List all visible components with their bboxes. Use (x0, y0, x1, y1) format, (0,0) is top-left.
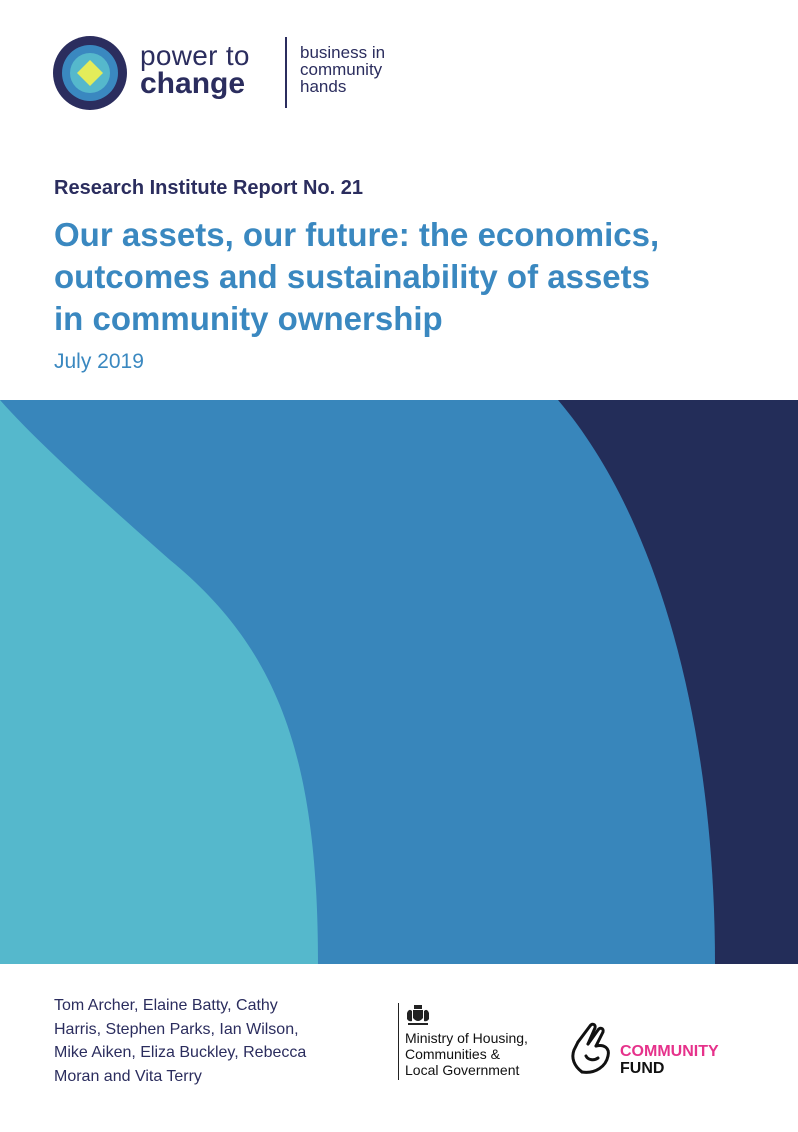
brand-name: power to change (140, 40, 250, 100)
crossed-fingers-hand-icon (571, 1022, 610, 1074)
tagline-line: community (300, 60, 383, 79)
community-fund-logo: COMMUNITY FUND (568, 1020, 768, 1080)
mhclg-line: Ministry of Housing, (405, 1030, 528, 1046)
report-title-line: in community ownership (54, 300, 443, 337)
mhclg-text: Ministry of Housing, Communities & Local… (405, 1030, 528, 1078)
cyan-band (0, 400, 318, 964)
author-line: Moran and Vita Terry (54, 1067, 202, 1085)
brand-name-line1: power to (140, 40, 250, 71)
report-date: July 2019 (54, 350, 144, 373)
tagline-line: hands (300, 77, 347, 96)
brand-tagline: business in community hands (300, 44, 385, 95)
mhclg-line: Communities & (405, 1046, 500, 1062)
report-series: Research Institute Report No. 21 (54, 177, 363, 199)
report-title-line: Our assets, our future: the economics, (54, 216, 660, 253)
report-title: Our assets, our future: the economics, o… (54, 214, 754, 340)
author-line: Tom Archer, Elaine Batty, Cathy (54, 997, 278, 1014)
brand-divider (285, 37, 287, 108)
author-list: Tom Archer, Elaine Batty, Cathy Harris, … (54, 994, 354, 1088)
royal-crest-icon (407, 1005, 429, 1025)
tagline-line: business in (300, 43, 386, 62)
author-line: Harris, Stephen Parks, Ian Wilson, (54, 1020, 299, 1038)
mhclg-logo: Ministry of Housing, Communities & Local… (398, 1003, 548, 1083)
brand-name-line2: change (140, 67, 246, 100)
community-fund-text: COMMUNITY FUND (620, 1043, 719, 1077)
report-title-line: outcomes and sustainability of assets (54, 258, 650, 295)
mhclg-rule (398, 1003, 399, 1080)
mhclg-line: Local Government (405, 1062, 520, 1078)
community-fund-line1: COMMUNITY (620, 1043, 719, 1060)
power-to-change-logo-icon (53, 36, 127, 110)
author-line: Mike Aiken, Eliza Buckley, Rebecca (54, 1044, 307, 1061)
cover-artwork (0, 400, 798, 964)
community-fund-line2: FUND (620, 1060, 665, 1077)
